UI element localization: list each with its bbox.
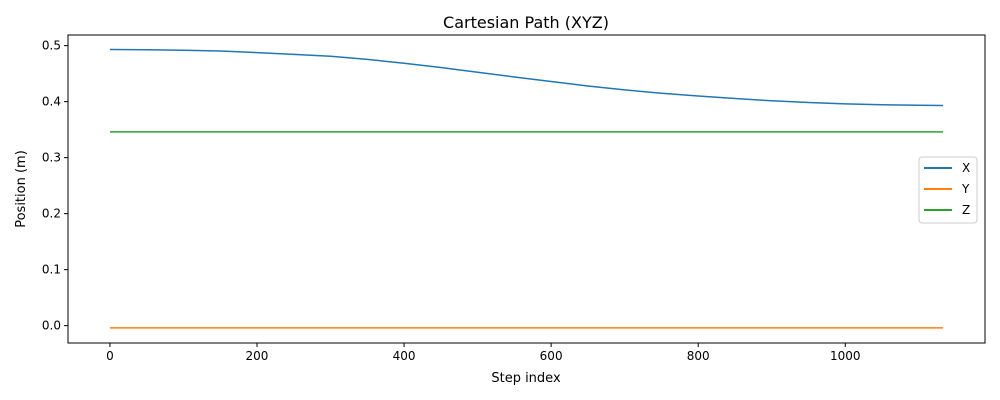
y-tick-label: 0.3 <box>42 151 61 165</box>
x-tick-label: 600 <box>540 349 563 363</box>
chart-title: Cartesian Path (XYZ) <box>443 13 609 32</box>
x-tick-label: 400 <box>393 349 416 363</box>
x-tick-label: 200 <box>246 349 269 363</box>
y-tick-label: 0.5 <box>42 39 61 53</box>
series-group <box>109 48 944 329</box>
series-line-x <box>109 48 944 107</box>
legend: XYZ <box>918 156 978 224</box>
x-tick-label: 0 <box>106 349 114 363</box>
legend-label-z: Z <box>962 203 970 217</box>
x-axis-label: Step index <box>491 371 561 386</box>
y-axis: 0.0 0.1 0.2 0.3 0.4 0.5 <box>42 39 68 333</box>
y-tick-label: 0.2 <box>42 207 61 221</box>
plot-frame <box>67 34 986 344</box>
y-tick-label: 0.4 <box>42 95 61 109</box>
x-tick-label: 1000 <box>830 349 861 363</box>
y-tick-label: 0.0 <box>42 319 61 333</box>
legend-label-x: X <box>962 161 970 175</box>
x-tick-label: 800 <box>687 349 710 363</box>
y-axis-label: Position (m) <box>14 150 29 228</box>
legend-label-y: Y <box>961 182 970 196</box>
y-tick-label: 0.1 <box>42 263 61 277</box>
x-axis: 0 200 400 600 800 1000 <box>106 343 861 363</box>
